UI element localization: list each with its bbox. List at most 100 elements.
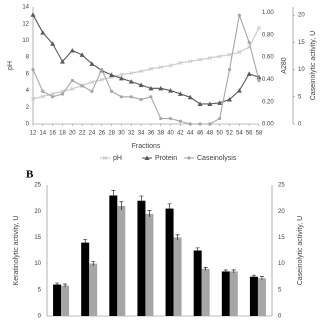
x-tick-label: 48 — [207, 131, 214, 137]
data-point — [99, 77, 104, 82]
y-tick-label: 0 — [26, 122, 30, 128]
data-point — [197, 57, 203, 62]
y2-tick-label: 15 — [278, 235, 285, 241]
data-point — [138, 82, 144, 87]
bar — [145, 213, 154, 316]
data-point — [80, 84, 84, 88]
x-tick-label: 32 — [128, 131, 135, 137]
y2-tick-label: 0.00 — [262, 122, 274, 128]
y2-tick-label: 0.60 — [262, 55, 274, 61]
x-tick-label: 30 — [118, 131, 125, 137]
y-axis-title: Keratinolytic activity, U — [13, 216, 20, 286]
data-point — [237, 50, 242, 55]
data-point — [110, 89, 114, 93]
y3-tick-label: 5 — [298, 94, 302, 100]
data-point — [178, 119, 182, 123]
bar — [193, 250, 202, 316]
x-tick-label: 42 — [177, 131, 184, 137]
data-point — [69, 47, 75, 53]
y2-tick-label: 0 — [278, 314, 282, 320]
data-point — [207, 55, 212, 61]
data-point — [89, 61, 95, 66]
data-point — [128, 79, 134, 84]
x-tick-label: 16 — [49, 131, 56, 137]
legend-marker — [102, 155, 108, 161]
data-point — [207, 101, 213, 106]
error-bar — [195, 247, 200, 254]
y3-tick-label: 15 — [298, 40, 305, 46]
x-tick-label: 38 — [157, 131, 164, 137]
y-tick-label: 0 — [38, 314, 42, 320]
error-bar — [63, 283, 68, 288]
y2-tick-label: 0.40 — [262, 77, 274, 83]
data-point — [70, 78, 74, 83]
y-tick-label: 12 — [22, 21, 29, 27]
data-point — [59, 59, 65, 64]
y-tick-label: 4 — [26, 88, 30, 94]
x-tick-label: 46 — [197, 131, 204, 137]
data-point — [227, 67, 232, 72]
bar — [89, 263, 98, 316]
y2-tick-label: 0.20 — [262, 99, 274, 105]
data-point — [236, 88, 242, 93]
error-bar — [111, 189, 116, 201]
x-tick-label: 36 — [148, 131, 155, 137]
y2-tick-label: 1.00 — [262, 10, 274, 16]
error-bar — [251, 274, 256, 279]
y2-axis-title: A280 — [281, 57, 288, 73]
data-point — [60, 92, 65, 96]
bar — [165, 208, 174, 316]
y-tick-label: 10 — [22, 38, 29, 44]
y-tick-label: 25 — [34, 183, 41, 189]
error-bar — [91, 261, 96, 266]
y3-tick-label: 10 — [298, 67, 305, 73]
data-point — [118, 75, 124, 81]
data-point — [109, 72, 115, 77]
data-point — [139, 97, 143, 102]
data-point — [148, 66, 153, 71]
data-point — [148, 85, 154, 91]
data-point — [159, 116, 163, 121]
x-tick-label: 20 — [69, 131, 76, 137]
error-bar — [83, 239, 88, 246]
error-bar — [167, 203, 172, 214]
x-tick-label: 44 — [187, 131, 194, 137]
data-point — [30, 12, 36, 17]
data-point — [149, 95, 153, 99]
y-tick-label: 15 — [34, 235, 41, 241]
data-point — [247, 40, 251, 44]
data-point — [217, 54, 222, 59]
bar — [109, 195, 118, 316]
y2-tick-label: 10 — [278, 261, 285, 267]
x-tick-label: 26 — [98, 131, 105, 137]
y2-tick-label: 0.80 — [262, 32, 274, 38]
error-bar — [147, 210, 152, 217]
data-point — [177, 91, 183, 96]
legend-label: pH — [113, 155, 122, 162]
bar — [61, 285, 70, 316]
data-point — [256, 25, 262, 30]
legend-label: Caseinolysis — [197, 155, 237, 162]
y3-axis-title: Caseinolytic activity, U — [310, 31, 317, 101]
bar — [257, 278, 266, 316]
x-tick-label: 14 — [39, 131, 46, 137]
error-bar — [139, 195, 144, 206]
data-point — [227, 96, 233, 102]
data-point — [31, 67, 35, 72]
x-axis-title: Fractions — [132, 143, 161, 150]
x-tick-label: 54 — [236, 131, 243, 137]
series-line — [32, 13, 260, 125]
x-tick-label: 50 — [216, 131, 223, 137]
y3-tick-label: 20 — [298, 13, 305, 19]
x-tick-label: 22 — [79, 131, 86, 137]
data-point — [257, 78, 261, 83]
data-point — [129, 95, 133, 99]
legend-marker — [144, 155, 150, 160]
data-point — [89, 80, 95, 85]
bar — [201, 268, 210, 316]
y-tick-label: 8 — [26, 55, 30, 61]
data-point — [208, 122, 212, 126]
y2-axis-title: Caseinolytic activity, U — [297, 216, 304, 286]
